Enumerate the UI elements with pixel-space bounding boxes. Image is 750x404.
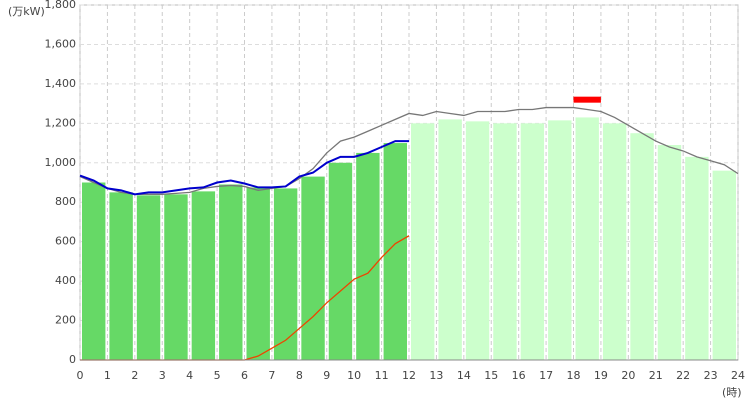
bar	[109, 192, 133, 360]
y-tick-label: 1,800	[45, 0, 77, 11]
bar	[219, 184, 243, 360]
y-tick-label: 1,000	[45, 156, 77, 169]
y-tick-label: 0	[69, 353, 76, 366]
x-tick-label: 13	[429, 369, 443, 382]
x-tick-label: 24	[731, 369, 745, 382]
bar	[548, 120, 572, 360]
bar	[602, 123, 627, 360]
bar	[383, 143, 407, 360]
bar	[246, 187, 270, 360]
x-tick-label: 21	[649, 369, 663, 382]
bar	[438, 119, 462, 360]
bar	[465, 121, 490, 360]
x-tick-label: 7	[268, 369, 275, 382]
x-tick-label: 12	[402, 369, 416, 382]
x-tick-label: 23	[704, 369, 718, 382]
y-tick-label: 1,400	[45, 77, 77, 90]
y-tick-label: 600	[55, 235, 76, 248]
x-tick-label: 19	[594, 369, 608, 382]
x-tick-label: 16	[512, 369, 526, 382]
x-tick-label: 3	[159, 369, 166, 382]
line	[79, 140, 409, 196]
x-tick-label: 8	[296, 369, 303, 382]
x-tick-label: 20	[621, 369, 635, 382]
y-tick-label: 400	[55, 274, 76, 287]
y-axis-label: (万kW)	[8, 5, 45, 18]
bar	[164, 194, 188, 360]
x-tick-label: 14	[457, 369, 471, 382]
bar	[356, 152, 380, 360]
bar	[328, 162, 353, 360]
line	[79, 106, 739, 195]
x-tick-label: 17	[539, 369, 553, 382]
x-tick-label: 5	[214, 369, 221, 382]
x-tick-label: 10	[347, 369, 361, 382]
y-tick-label: 800	[55, 195, 76, 208]
bar	[411, 123, 435, 360]
bar	[301, 176, 325, 360]
x-tick-label: 9	[323, 369, 330, 382]
bar	[136, 195, 161, 360]
bar	[82, 182, 106, 360]
x-tick-label: 6	[241, 369, 248, 382]
bar	[191, 191, 216, 360]
x-tick-label: 15	[484, 369, 498, 382]
x-tick-label: 4	[186, 369, 193, 382]
bar	[657, 145, 682, 360]
x-tick-label: 11	[375, 369, 389, 382]
peak-marker	[573, 96, 601, 103]
x-tick-label: 0	[77, 369, 84, 382]
x-tick-label: 18	[567, 369, 581, 382]
y-tick-label: 1,200	[45, 116, 77, 129]
bar	[685, 156, 709, 360]
bar	[712, 170, 736, 360]
x-tick-label: 2	[131, 369, 138, 382]
bar	[630, 133, 654, 360]
x-tick-label: 1	[104, 369, 111, 382]
bar	[520, 123, 545, 360]
bar	[493, 123, 517, 360]
y-tick-label: 1,600	[45, 37, 77, 50]
x-tick-label: 22	[676, 369, 690, 382]
bar	[273, 188, 298, 360]
bar	[575, 117, 599, 361]
x-axis-label: (時)	[722, 386, 742, 399]
y-tick-label: 200	[55, 314, 76, 327]
